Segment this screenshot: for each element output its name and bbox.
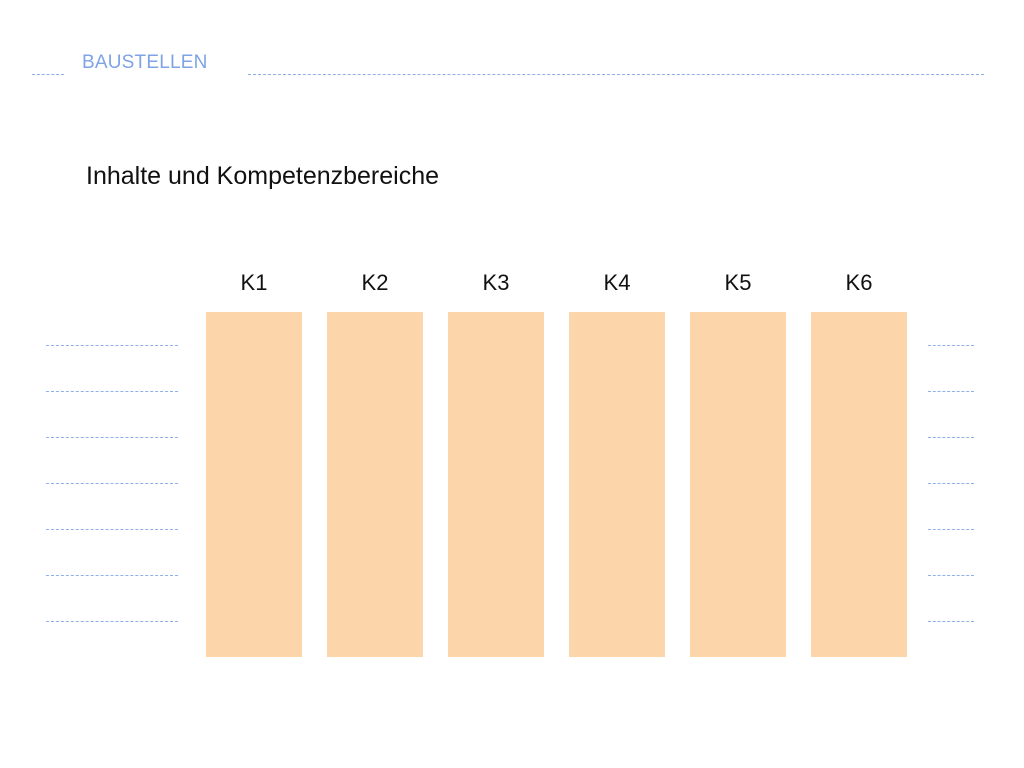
- row-dash-right: [928, 483, 974, 484]
- row-dash-left: [46, 437, 178, 438]
- row-dash-left: [46, 483, 178, 484]
- row-dash-right: [928, 345, 974, 346]
- page-title: Inhalte und Kompetenzbereiche: [86, 162, 440, 190]
- row-dash-left: [46, 345, 178, 346]
- section-header: BAUSTELLEN: [0, 52, 1024, 82]
- row-dash-left: [46, 529, 178, 530]
- row-dash-right: [928, 391, 974, 392]
- column-label-k5: K5: [724, 270, 752, 295]
- column-k2: [327, 312, 423, 657]
- column-label-k6: K6: [845, 270, 873, 295]
- column-label-k2: K2: [361, 270, 389, 295]
- row-dash-right: [928, 621, 974, 622]
- column-k6: [811, 312, 907, 657]
- header-dash-left: [32, 74, 64, 75]
- row-dash-left: [46, 621, 178, 622]
- header-dash-right: [248, 74, 984, 75]
- row-dash-left: [46, 575, 178, 576]
- section-label: BAUSTELLEN: [82, 52, 208, 73]
- column-k4: [569, 312, 665, 657]
- column-label-k1: K1: [240, 270, 268, 295]
- row-dash-right: [928, 437, 974, 438]
- column-k1: [206, 312, 302, 657]
- column-k3: [448, 312, 544, 657]
- column-label-k3: K3: [482, 270, 510, 295]
- row-dash-left: [46, 391, 178, 392]
- row-dash-right: [928, 575, 974, 576]
- column-label-k4: K4: [603, 270, 631, 295]
- column-k5: [690, 312, 786, 657]
- row-dash-right: [928, 529, 974, 530]
